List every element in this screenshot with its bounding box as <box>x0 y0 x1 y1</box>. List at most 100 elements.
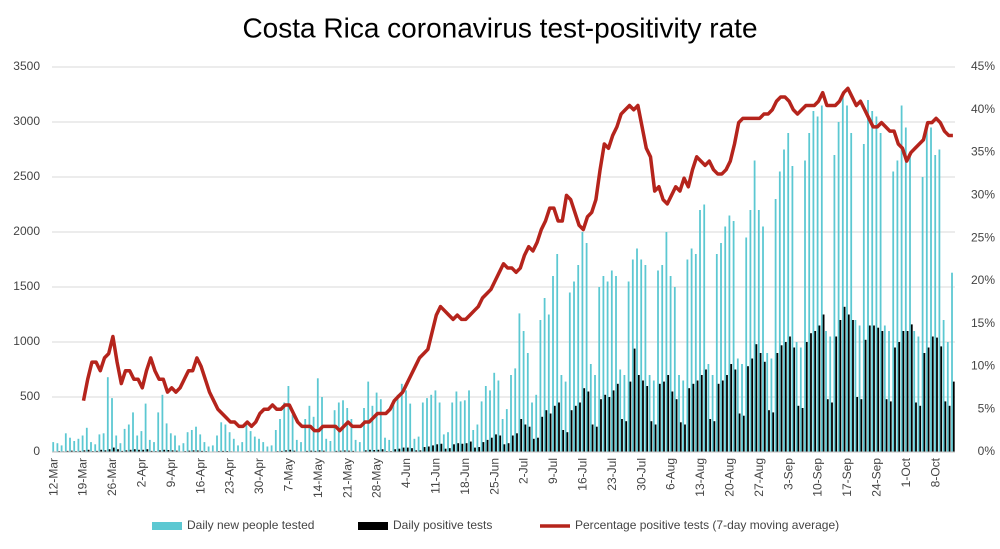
bar <box>125 450 128 452</box>
bar <box>934 155 937 452</box>
bar <box>111 398 113 452</box>
bar <box>720 243 722 452</box>
bar <box>587 391 590 452</box>
bar <box>363 408 365 452</box>
bar <box>749 210 752 452</box>
bar <box>312 416 315 452</box>
bar <box>499 435 502 452</box>
bar <box>564 381 567 452</box>
bar <box>438 402 441 452</box>
bar <box>709 419 712 452</box>
bar <box>291 414 294 452</box>
bar <box>944 401 947 452</box>
bar <box>888 331 890 452</box>
x-tick-label: 6-Aug <box>664 458 678 490</box>
bar <box>392 404 395 452</box>
bar <box>690 248 693 452</box>
bar <box>627 281 630 452</box>
bar <box>270 445 273 452</box>
bar <box>595 426 598 452</box>
bar <box>138 449 140 452</box>
bar <box>455 391 458 452</box>
bar <box>610 270 613 452</box>
bar <box>283 402 286 452</box>
bar <box>461 443 464 452</box>
bar <box>657 270 659 452</box>
bar <box>495 434 497 452</box>
bar <box>879 133 882 452</box>
bar <box>447 432 449 452</box>
bar <box>791 166 794 452</box>
bar <box>875 116 878 452</box>
bar <box>906 331 909 452</box>
bar <box>728 215 731 452</box>
bar <box>96 450 98 452</box>
y2-tick-label: 30% <box>971 188 995 202</box>
bar <box>894 347 896 452</box>
bar <box>560 375 563 452</box>
bar <box>224 424 227 452</box>
bar <box>182 443 185 452</box>
bar <box>90 442 92 452</box>
bar <box>814 331 817 452</box>
bar <box>730 364 733 452</box>
bar <box>375 392 378 452</box>
y2-tick-label: 5% <box>978 401 996 415</box>
x-tick-label: 7-May <box>281 458 295 491</box>
bar <box>159 450 161 452</box>
bar <box>835 336 838 452</box>
bar <box>127 424 130 452</box>
bar <box>232 438 235 452</box>
bar <box>696 380 699 452</box>
bar <box>432 445 434 452</box>
bar <box>787 133 790 452</box>
bar <box>474 447 476 452</box>
bar <box>308 405 311 452</box>
bar <box>757 210 760 452</box>
bar <box>314 450 317 452</box>
bar <box>783 149 785 452</box>
bar <box>146 449 149 452</box>
bar <box>654 424 657 452</box>
x-tick-label: 28-May <box>370 458 384 498</box>
bar <box>175 450 178 452</box>
x-tick-label: 10-Sep <box>811 458 825 497</box>
bar <box>516 433 518 452</box>
bar <box>822 314 825 452</box>
bar <box>810 333 812 452</box>
bar <box>852 320 854 452</box>
x-tick-label: 13-Aug <box>693 458 707 497</box>
bar <box>615 276 617 452</box>
bar <box>117 449 119 452</box>
bar <box>541 416 544 452</box>
bar <box>751 358 754 452</box>
bar <box>511 435 514 452</box>
bar <box>795 342 798 452</box>
bar <box>667 375 670 452</box>
x-tick-label: 23-Jul <box>605 458 619 491</box>
bar <box>535 394 538 452</box>
bar <box>100 449 103 452</box>
bar <box>705 369 707 452</box>
bar <box>174 435 176 452</box>
bar <box>423 447 426 452</box>
bar <box>161 394 164 452</box>
bar <box>427 446 430 452</box>
bar <box>405 390 407 452</box>
bar <box>699 210 701 452</box>
bar <box>812 111 815 452</box>
bar <box>558 402 560 452</box>
bar <box>780 345 783 452</box>
legend-label: Daily new people tested <box>187 518 314 532</box>
bar <box>543 298 546 452</box>
bar <box>591 424 594 452</box>
bar <box>335 450 338 452</box>
bar <box>81 435 84 452</box>
bar <box>453 444 455 452</box>
bar <box>169 433 172 452</box>
bar <box>201 450 203 452</box>
bar <box>648 375 651 452</box>
bar <box>167 450 170 452</box>
bar <box>549 413 552 452</box>
x-tick-label: 30-Jul <box>634 458 648 491</box>
